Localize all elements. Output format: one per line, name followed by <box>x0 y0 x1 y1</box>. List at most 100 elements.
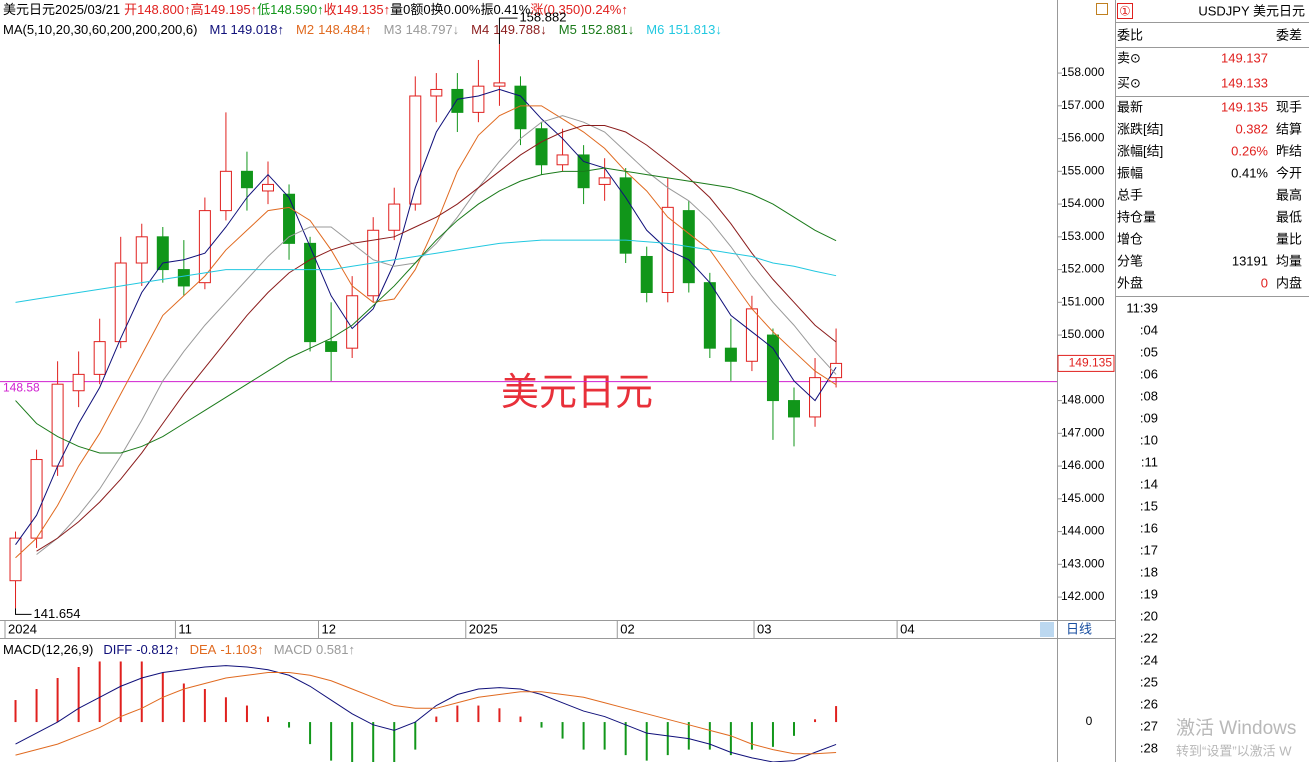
ma-line <box>15 105 837 559</box>
candle-body <box>724 347 737 362</box>
candle-body <box>619 177 632 254</box>
quote-item: 额0 <box>410 2 430 17</box>
macd-plot <box>14 661 838 762</box>
y-tick-label: 0 <box>1086 714 1093 728</box>
macd-legend: MACD(12,26,9) DIFF -0.812↑ DEA -1.103↑ MACD 0.… <box>3 642 355 657</box>
x-tick-label: 12 <box>321 621 335 636</box>
quote-item: 振0.41% <box>480 2 530 17</box>
os-watermark: 激活 Windows <box>1176 717 1296 739</box>
last-price-box <box>1057 354 1115 372</box>
panel-icon[interactable] <box>1096 3 1108 15</box>
legend-name: M3 <box>384 22 402 37</box>
quote-label: 外盘 <box>1117 275 1143 290</box>
candle-body <box>72 373 85 392</box>
quote-item: 开148.800↑ <box>124 2 191 17</box>
candle-body <box>304 242 317 343</box>
quote-label: 持仓量 <box>1117 209 1156 224</box>
ma-title: MA(5,10,20,30,60,200,200,200,6) <box>3 22 197 37</box>
quote-label: 分笔 <box>1117 253 1143 268</box>
macd-line <box>15 665 837 762</box>
legend-value: 149.018↑ <box>231 22 285 37</box>
legend-value: 148.797↓ <box>406 22 460 37</box>
legend-name: M2 <box>296 22 314 37</box>
tick-time: :05 <box>1140 344 1158 359</box>
high-label: 158.882 <box>519 10 566 25</box>
quote-item: 美元日元 <box>3 2 55 17</box>
tick-time: 11:39 <box>1126 300 1158 315</box>
macd-title: MACD(12,26,9) <box>3 642 93 657</box>
low-pointer <box>15 608 32 615</box>
quote-label: 涨跌[结] <box>1117 121 1163 136</box>
quote-value: 13191 <box>1232 253 1268 268</box>
legend-name: M5 <box>559 22 577 37</box>
y-tick-label: 152.000 <box>1061 262 1105 276</box>
x-tick-label: 04 <box>900 621 914 636</box>
candle-body <box>430 88 443 97</box>
y-tick-label: 148.000 <box>1061 393 1105 407</box>
candle-body <box>346 295 359 349</box>
y-tick-label: 155.000 <box>1061 163 1105 177</box>
symbol: USDJPY 美元日元 <box>1198 3 1305 18</box>
quote-item: 2025/03/21 <box>55 2 120 17</box>
quote-right-label: 昨结 <box>1276 143 1302 158</box>
scroll-thumb[interactable] <box>1040 622 1054 637</box>
y-tick-label: 151.000 <box>1061 294 1105 308</box>
ma-line <box>15 239 837 303</box>
tick-time: :16 <box>1140 520 1158 535</box>
legend-name: M6 <box>646 22 664 37</box>
candle-body <box>283 193 296 244</box>
quote-value: 0.382 <box>1235 121 1268 136</box>
candle-body <box>703 282 716 349</box>
quote-item: 涨(0.350)0.24%↑ <box>530 2 628 17</box>
quote-right-label: 委差 <box>1276 27 1302 42</box>
ma-line <box>36 115 837 555</box>
period-label[interactable]: 日线 <box>1066 621 1092 636</box>
candle-body <box>809 377 822 418</box>
quote-label: 委比 <box>1117 27 1143 42</box>
candle-body <box>30 459 43 539</box>
x-tick-label: 02 <box>620 621 634 636</box>
y-tick-label: 154.000 <box>1061 196 1105 210</box>
tick-time: :20 <box>1140 608 1158 623</box>
candle-body <box>766 334 779 402</box>
quote-label: 涨幅[结] <box>1117 143 1163 158</box>
tick-time: :08 <box>1140 388 1158 403</box>
candle-body <box>451 88 464 113</box>
candle-body <box>240 170 253 189</box>
ma-line <box>15 88 837 545</box>
x-tick-label: 2025 <box>469 621 498 636</box>
candle-body <box>472 85 485 113</box>
y-tick-label: 153.000 <box>1061 229 1105 243</box>
quote-label: 增仓 <box>1117 231 1143 246</box>
price-plot <box>0 44 1057 609</box>
legend-value: 151.813↓ <box>668 22 722 37</box>
quote-right-label: 最高 <box>1276 187 1302 202</box>
tick-time: :09 <box>1140 410 1158 425</box>
candle-body <box>556 154 569 166</box>
tick-time: :26 <box>1140 696 1158 711</box>
legend-name: DIFF <box>103 642 132 657</box>
tick-time: :27 <box>1140 718 1158 733</box>
tick-time: :28 <box>1140 740 1158 755</box>
y-tick-label: 143.000 <box>1061 556 1105 570</box>
tick-time: :19 <box>1140 586 1158 601</box>
tick-time: :18 <box>1140 564 1158 579</box>
quote-right-label: 最低 <box>1276 209 1302 224</box>
quote-value: 149.137 <box>1221 50 1268 65</box>
badge-box <box>1117 3 1133 19</box>
tick-time: :25 <box>1140 674 1158 689</box>
candle-body <box>51 383 64 467</box>
candle-body <box>177 269 190 287</box>
tick-time: :04 <box>1140 322 1158 337</box>
x-tick-label: 11 <box>178 621 192 636</box>
tick-time: :22 <box>1140 630 1158 645</box>
quote-item: 高149.195↑ <box>191 2 258 17</box>
candle-body <box>514 85 527 130</box>
candle-body <box>409 95 422 205</box>
ma-legend: MA(5,10,20,30,60,200,200,200,6) M1 149.018… <box>3 22 722 37</box>
quote-value: 0.26% <box>1231 143 1268 158</box>
tick-time: :15 <box>1140 498 1158 513</box>
